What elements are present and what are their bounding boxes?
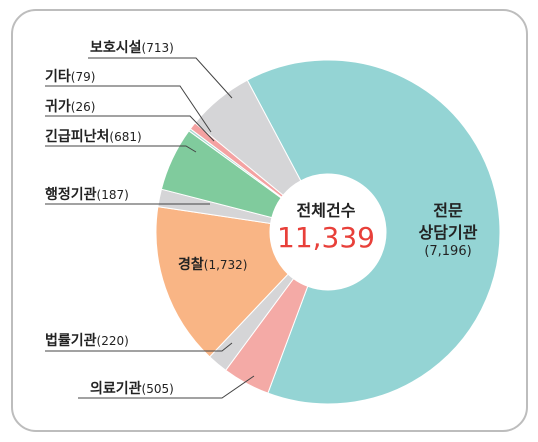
category-name: 경찰 [178, 257, 204, 273]
leader-line [78, 375, 255, 399]
slice-label: 귀가(26) [45, 99, 95, 115]
category-name: 전문 상담기관 [418, 201, 478, 242]
slice-label: 전문 상담기관 (7,196) [408, 200, 488, 260]
leader-line [88, 57, 233, 99]
total: 11,339 [277, 221, 375, 254]
value-label: (26) [70, 100, 96, 114]
category-name: 보호시설 [90, 40, 142, 56]
center-label: 전체건수 [296, 201, 356, 220]
value-label: (713) [141, 41, 174, 55]
center: 전체건수 11,339 [266, 197, 386, 255]
value-label: (187) [96, 188, 129, 202]
category-name: 귀가 [45, 99, 71, 115]
category-name: 기타 [45, 69, 71, 85]
value-label: (1,732) [203, 258, 248, 272]
category-name: 긴급피난처 [45, 129, 110, 145]
leader-line [45, 342, 233, 352]
slice-label: 긴급피난처(681) [45, 129, 142, 145]
leader-line [45, 145, 197, 153]
category-name: 의료기관 [90, 381, 142, 397]
leader-lines [45, 57, 255, 399]
value-label: (79) [70, 70, 96, 84]
slice-label: 행정기관(187) [45, 187, 129, 203]
category-name: 행정기관 [45, 187, 97, 203]
hole [270, 174, 386, 290]
category-name: 법률기관 [45, 333, 97, 349]
value-label: (7,196) [424, 244, 472, 259]
slice-label: 보호시설(713) [90, 40, 174, 56]
leader-line [45, 85, 212, 133]
leader-line [45, 115, 215, 142]
slice-label: 기타(79) [45, 69, 95, 85]
frame [11, 9, 528, 432]
value-label: (505) [141, 382, 174, 396]
slice-label: 의료기관(505) [90, 381, 174, 397]
value-label: (220) [96, 334, 129, 348]
slice-label: 법률기관(220) [45, 333, 129, 349]
slice-label: 경찰(1,732) [178, 257, 247, 273]
value-label: (681) [109, 130, 142, 144]
